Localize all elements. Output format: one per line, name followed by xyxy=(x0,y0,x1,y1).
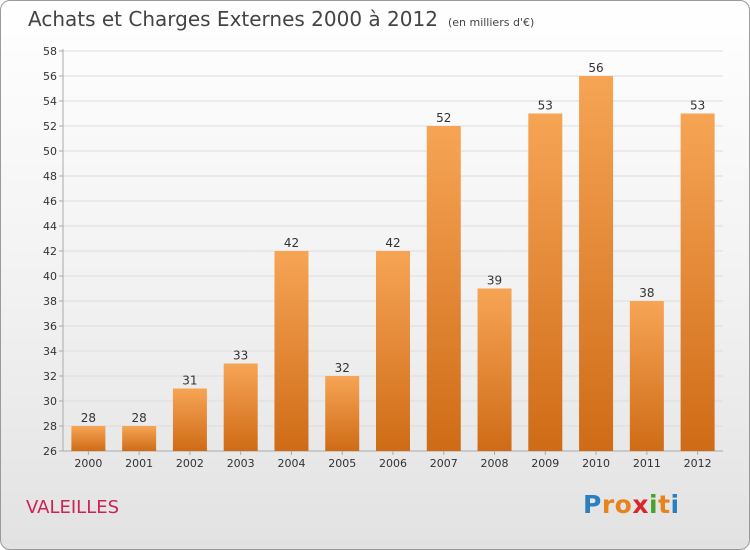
bar-2006 xyxy=(376,251,410,451)
logo-letter: o xyxy=(614,490,633,519)
bar-2008 xyxy=(477,288,512,451)
x-tick-label: 2003 xyxy=(227,457,255,470)
y-tick-label: 32 xyxy=(43,370,57,383)
logo-letter: t xyxy=(658,490,671,519)
x-tick-label: 2004 xyxy=(277,457,305,470)
bar-2007 xyxy=(426,126,461,451)
y-tick-label: 58 xyxy=(43,45,57,58)
y-tick-label: 52 xyxy=(43,120,57,133)
x-tick-label: 2006 xyxy=(379,457,407,470)
chart-title: Achats et Charges Externes 2000 à 2012 (e… xyxy=(28,7,534,31)
data-label: 53 xyxy=(538,99,553,113)
x-tick-label: 2007 xyxy=(430,457,458,470)
data-label: 31 xyxy=(182,374,197,388)
bar-2011 xyxy=(629,301,664,451)
x-tick-label: 2002 xyxy=(176,457,204,470)
bar-2000 xyxy=(71,426,106,451)
y-tick-label: 42 xyxy=(43,245,57,258)
x-tick-label: 2005 xyxy=(328,457,356,470)
data-label: 28 xyxy=(132,411,147,425)
y-tick-label: 28 xyxy=(43,420,57,433)
logo-letter: x xyxy=(632,490,649,519)
x-tick-label: 2010 xyxy=(582,457,610,470)
y-tick-label: 34 xyxy=(43,345,57,358)
y-tick-label: 54 xyxy=(43,95,57,108)
y-tick-label: 38 xyxy=(43,295,57,308)
x-tick-label: 2012 xyxy=(684,457,712,470)
chart-subtitle: (en milliers d'€) xyxy=(447,16,535,29)
y-tick-label: 56 xyxy=(43,70,57,83)
data-label: 56 xyxy=(588,61,603,75)
y-tick-label: 30 xyxy=(43,395,57,408)
chart-title-text: Achats et Charges Externes 2000 à 2012 xyxy=(28,7,438,31)
data-label: 52 xyxy=(436,111,451,125)
x-tick-label: 2000 xyxy=(74,457,102,470)
data-label: 33 xyxy=(233,349,248,363)
x-tick-label: 2011 xyxy=(633,457,661,470)
data-label: 38 xyxy=(639,286,654,300)
bar-2004 xyxy=(274,251,309,451)
y-tick-label: 46 xyxy=(43,195,57,208)
bar-2002 xyxy=(172,388,207,451)
bar-2010 xyxy=(579,76,614,451)
data-label: 32 xyxy=(335,361,350,375)
bar-2012 xyxy=(680,113,715,451)
bar-2001 xyxy=(122,426,157,451)
logo-letter: i xyxy=(649,490,659,519)
data-label: 42 xyxy=(385,236,400,250)
x-tick-label: 2009 xyxy=(531,457,559,470)
data-label: 53 xyxy=(690,99,705,113)
y-tick-label: 50 xyxy=(43,145,57,158)
x-tick-label: 2001 xyxy=(125,457,153,470)
proxiti-logo: Proxiti xyxy=(583,490,680,519)
y-tick-label: 48 xyxy=(43,170,57,183)
logo-letter: P xyxy=(583,490,602,519)
commune-name: VALEILLES xyxy=(26,497,120,518)
logo-letter: i xyxy=(670,490,680,519)
data-label: 42 xyxy=(284,236,299,250)
data-label: 39 xyxy=(487,274,502,288)
y-tick-label: 26 xyxy=(43,445,57,458)
bar-2005 xyxy=(325,376,360,451)
y-tick-label: 44 xyxy=(43,220,57,233)
y-tick-label: 36 xyxy=(43,320,57,333)
data-label: 28 xyxy=(81,411,96,425)
y-tick-label: 40 xyxy=(43,270,57,283)
bar-2003 xyxy=(223,363,258,451)
x-tick-label: 2008 xyxy=(481,457,509,470)
logo-letter: r xyxy=(601,490,615,519)
bar-2009 xyxy=(528,113,563,451)
